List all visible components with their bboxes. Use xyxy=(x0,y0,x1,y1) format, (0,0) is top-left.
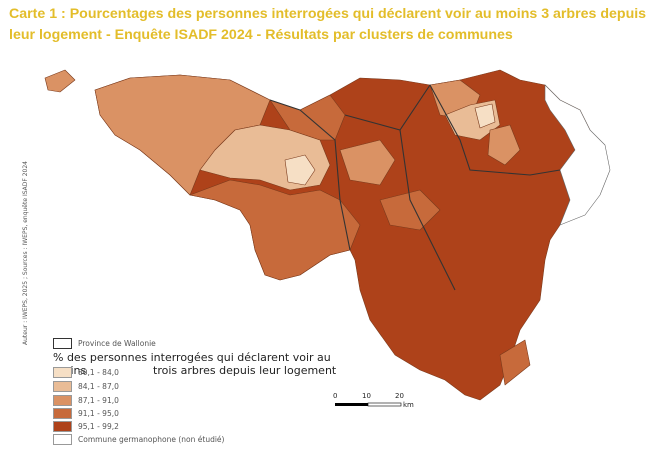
legend-label: Commune germanophone (non étudié) xyxy=(78,435,225,444)
swatch xyxy=(53,381,72,392)
scale-tick: 20 xyxy=(395,392,404,400)
swatch xyxy=(53,421,72,432)
legend-label: 87,1 - 91,0 xyxy=(78,396,119,405)
region-hainaut-south xyxy=(189,179,361,281)
legend-class: 80,1 - 84,0 xyxy=(53,367,119,378)
legend-title-2: trois arbres depuis leur logement xyxy=(153,364,337,377)
province-borders xyxy=(269,84,561,291)
swatch xyxy=(53,367,72,378)
scale-unit: km xyxy=(403,401,414,409)
legend-province: Province de Wallonie xyxy=(53,338,156,349)
region-germanophone xyxy=(544,84,611,226)
swatch xyxy=(53,408,72,419)
source-credit: Auteur : IWEPS, 2025 ; Sources : IWEPS, … xyxy=(22,161,29,345)
legend-label: 84,1 - 87,0 xyxy=(78,382,119,391)
region-comines xyxy=(44,69,76,93)
legend-label: 80,1 - 84,0 xyxy=(78,368,119,377)
legend-label: 91,1 - 95,0 xyxy=(78,409,119,418)
region-east-m xyxy=(487,124,521,166)
legend-class: 95,1 - 99,2 xyxy=(53,421,119,432)
legend-label: 95,1 - 99,2 xyxy=(78,422,119,431)
legend-label: Province de Wallonie xyxy=(78,339,156,348)
swatch xyxy=(53,434,72,445)
map-title: Carte 1 : Pourcentages des personnes int… xyxy=(9,6,647,43)
scale-bar xyxy=(335,402,402,407)
region-north-c xyxy=(339,139,396,186)
region-liege-c xyxy=(474,103,496,129)
legend-germanophone: Commune germanophone (non étudié) xyxy=(53,434,224,445)
swatch xyxy=(53,395,72,406)
legend-class: 84,1 - 87,0 xyxy=(53,381,119,392)
region-south-m xyxy=(379,189,441,231)
legend-class: 87,1 - 91,0 xyxy=(53,395,119,406)
scale-tick: 10 xyxy=(362,392,371,400)
region-charleroi xyxy=(284,154,316,186)
legend-class: 91,1 - 95,0 xyxy=(53,408,119,419)
province-swatch xyxy=(53,338,72,349)
region-south-e xyxy=(499,339,531,386)
scale-tick: 0 xyxy=(333,392,338,400)
